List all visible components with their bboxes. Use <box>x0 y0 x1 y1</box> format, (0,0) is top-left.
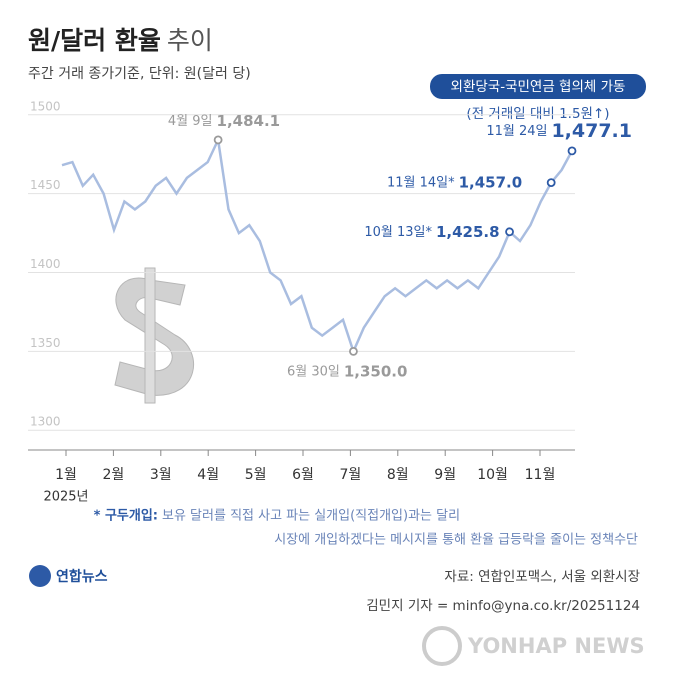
y-tick-label: 1300 <box>30 415 61 429</box>
annotation-point <box>349 346 358 356</box>
title-main: 원/달러 환율 <box>28 26 161 55</box>
credit: 김민지 기자 = minfo@yna.co.kr/20251124 <box>366 598 640 614</box>
footnote-line: 시장에 개입하겠다는 메시지를 통해 환율 급등락을 줄이는 정책수단 <box>274 533 638 548</box>
y-tick-label: 1350 <box>30 336 61 350</box>
annotation: 6월 30일 1,350.0 <box>287 362 407 380</box>
annotation-date: 6월 30일 <box>287 364 340 379</box>
x-tick-label: 7월 <box>340 467 362 483</box>
annotation-value: 1,484.1 <box>217 111 281 129</box>
annotation-point <box>505 227 514 237</box>
annotation-point <box>546 178 556 187</box>
x-tick-label: 4월 <box>197 467 219 483</box>
annotation-point <box>213 135 223 145</box>
source: 자료: 연합인포맥스, 서울 외환시장 <box>444 569 640 585</box>
x-tick-label: 9월 <box>434 467 456 483</box>
annotation-point <box>567 146 577 156</box>
annotation: 4월 9일 1,484.1 <box>168 111 280 129</box>
y-tick-label: 1500 <box>30 99 61 113</box>
annotation: 10월 13일* 1,425.8 <box>364 222 499 240</box>
x-tick-label: 11월 <box>525 467 556 483</box>
footnote-term: * 구두개입: <box>94 509 158 524</box>
badge-box <box>430 74 646 99</box>
y-tick-label: 1400 <box>30 257 61 271</box>
annotation-date: 11월 14일* <box>387 175 455 190</box>
title: 원/달러 환율 추이 <box>28 26 213 55</box>
x-tick-label: 6월 <box>292 467 314 483</box>
x-tick-label: 8월 <box>387 467 409 483</box>
annotation-value: 1,457.0 <box>459 173 523 191</box>
x-tick-label: 3월 <box>150 467 172 483</box>
y-tick-label: 1450 <box>30 178 61 192</box>
annotation-date: 11월 24일 <box>486 123 547 138</box>
annotation-value: 1,477.1 <box>551 119 632 141</box>
annotation: 11월 14일* 1,457.0 <box>387 173 522 191</box>
watermark-icon <box>422 626 462 666</box>
x-tick-label: 5월 <box>245 467 267 483</box>
subtitle: 주간 거래 종가기준, 단위: 원(달러 당) <box>28 66 251 82</box>
annotation: 11월 24일 1,477.1 <box>486 119 632 141</box>
annotation-value: 1,425.8 <box>436 222 500 240</box>
footnote-line: 보유 달러를 직접 사고 파는 실개입(직접개입)과는 달리 <box>162 509 460 524</box>
line <box>61 135 574 355</box>
watermark: YONHAP NEWS <box>467 634 645 658</box>
dollar-icon <box>114 267 195 404</box>
annotation-date: 4월 9일 <box>168 113 213 128</box>
badge: 외환당국-국민연금 협의체 가동 <box>451 79 626 95</box>
x-tick-label: 2월 <box>103 467 125 483</box>
x-tick-label: 1월 <box>55 467 77 483</box>
annotation-value: 1,350.0 <box>344 362 408 380</box>
logo: 연합뉴스 <box>56 568 108 585</box>
annotation-date: 10월 13일* <box>364 224 432 239</box>
x-tick-label: 10월 <box>477 467 508 483</box>
badge-note: (전 거래일 대비 1.5원↑) <box>466 106 609 122</box>
logo-icon <box>29 565 51 587</box>
title-suffix: 추이 <box>167 26 213 55</box>
plot: 1300 1350 1400 1450 1500 1월 2월 3월 4월 5월 6월 7월 8월 9월 10… <box>28 99 632 505</box>
year-label: 2025년 <box>43 490 88 505</box>
